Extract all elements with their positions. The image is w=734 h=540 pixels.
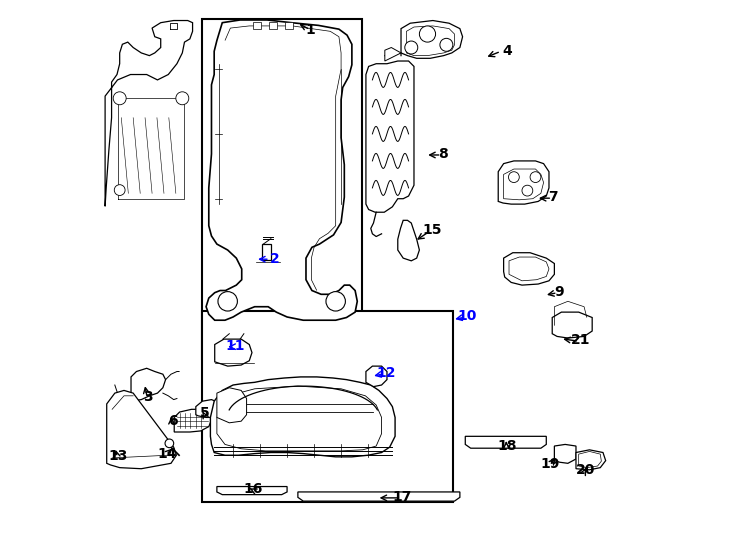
Circle shape <box>113 92 126 105</box>
Text: 14: 14 <box>158 447 177 461</box>
Text: 1: 1 <box>305 23 315 37</box>
Circle shape <box>440 38 453 51</box>
Text: 15: 15 <box>422 222 442 237</box>
Bar <box>203 19 362 359</box>
Polygon shape <box>578 451 601 468</box>
Text: 11: 11 <box>225 339 244 353</box>
Circle shape <box>530 172 541 183</box>
Circle shape <box>218 292 237 311</box>
Text: 16: 16 <box>244 482 264 496</box>
Text: 10: 10 <box>457 309 476 323</box>
Circle shape <box>176 92 189 105</box>
Circle shape <box>165 439 174 448</box>
Text: 5: 5 <box>200 406 210 420</box>
Text: 3: 3 <box>143 390 153 404</box>
Text: 19: 19 <box>541 457 560 471</box>
Polygon shape <box>285 22 293 29</box>
Polygon shape <box>554 444 576 463</box>
Polygon shape <box>206 20 357 320</box>
Polygon shape <box>504 253 554 285</box>
Polygon shape <box>106 390 176 469</box>
Circle shape <box>522 185 533 196</box>
Polygon shape <box>298 492 460 501</box>
Text: 13: 13 <box>109 449 128 463</box>
Text: 20: 20 <box>576 463 595 477</box>
Polygon shape <box>105 21 192 206</box>
Polygon shape <box>217 386 382 451</box>
Polygon shape <box>465 436 546 448</box>
Text: 8: 8 <box>437 147 448 161</box>
Polygon shape <box>174 409 211 432</box>
Text: 9: 9 <box>554 285 564 299</box>
Polygon shape <box>576 450 606 470</box>
Polygon shape <box>552 312 592 338</box>
Circle shape <box>115 185 125 195</box>
Text: 21: 21 <box>570 333 590 347</box>
Circle shape <box>419 26 435 42</box>
Polygon shape <box>509 257 549 281</box>
Circle shape <box>404 41 418 54</box>
Text: 7: 7 <box>548 190 558 204</box>
Polygon shape <box>401 21 462 58</box>
Polygon shape <box>366 366 387 387</box>
Polygon shape <box>252 22 261 29</box>
Text: 18: 18 <box>498 438 517 453</box>
Polygon shape <box>211 377 395 457</box>
Polygon shape <box>215 339 252 366</box>
Bar <box>203 310 454 502</box>
Polygon shape <box>217 487 287 495</box>
Polygon shape <box>385 48 401 61</box>
Polygon shape <box>131 368 166 401</box>
Circle shape <box>509 172 519 183</box>
Polygon shape <box>196 400 221 417</box>
Polygon shape <box>407 26 454 56</box>
Polygon shape <box>398 220 419 261</box>
Text: 17: 17 <box>393 490 412 504</box>
Polygon shape <box>504 169 544 200</box>
Polygon shape <box>498 161 549 204</box>
Text: 4: 4 <box>503 44 512 58</box>
Text: 12: 12 <box>376 366 396 380</box>
Polygon shape <box>262 244 271 260</box>
Polygon shape <box>269 22 277 29</box>
Text: 6: 6 <box>168 414 178 428</box>
Text: 2: 2 <box>270 252 280 266</box>
Polygon shape <box>217 388 247 423</box>
Polygon shape <box>366 61 414 212</box>
Circle shape <box>326 292 346 311</box>
